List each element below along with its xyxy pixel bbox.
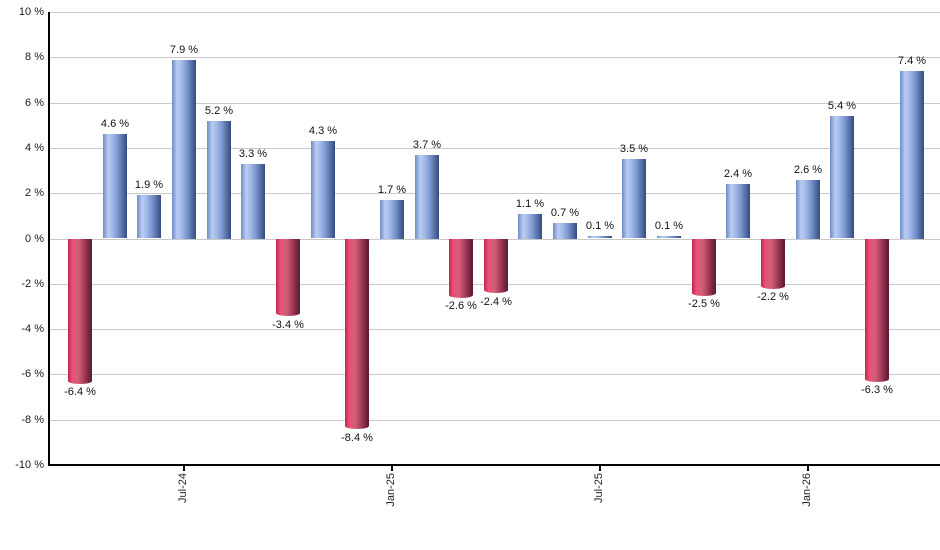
bar-value-label: 5.2 % — [204, 105, 234, 117]
bar-value-label: 3.7 % — [412, 139, 442, 151]
bar-value-label: 4.3 % — [308, 125, 338, 137]
gridline — [49, 420, 940, 421]
positive-bar — [207, 121, 231, 239]
y-axis-tick-label: 2 % — [25, 187, 44, 199]
bar-value-label: 7.4 % — [897, 55, 927, 67]
bar-value-label: 5.4 % — [827, 100, 857, 112]
negative-bar — [692, 239, 716, 296]
positive-bar — [830, 116, 854, 238]
bar-value-label: -2.4 % — [480, 296, 512, 308]
positive-bar — [137, 195, 161, 238]
positive-bar — [726, 184, 750, 238]
x-axis-tick — [183, 465, 185, 471]
y-axis-tick-label: -6 % — [21, 368, 44, 380]
bar-value-label: 1.1 % — [515, 198, 545, 210]
positive-bar — [415, 155, 439, 239]
negative-bar — [345, 239, 369, 429]
x-axis-tick-label: Jul-24 — [177, 473, 189, 503]
positive-bar — [622, 159, 646, 238]
y-axis-tick-label: 6 % — [25, 97, 44, 109]
positive-bar — [900, 71, 924, 239]
y-axis-tick-label: 0 % — [25, 233, 44, 245]
x-axis-tick — [599, 465, 601, 471]
bar-value-label: 0.1 % — [654, 220, 684, 232]
positive-bar — [311, 141, 335, 238]
positive-bar — [796, 180, 820, 239]
gridline — [49, 329, 940, 330]
positive-bar — [518, 214, 542, 239]
gridline — [49, 374, 940, 375]
bar-value-label: 2.4 % — [723, 168, 753, 180]
bar-value-label: -2.6 % — [445, 300, 477, 312]
bar-value-label: -6.4 % — [64, 386, 96, 398]
bar-value-label: -8.4 % — [341, 432, 373, 444]
bar-value-label: -2.2 % — [757, 291, 789, 303]
gridline — [49, 12, 940, 13]
y-axis — [48, 12, 50, 465]
gridline — [49, 193, 940, 194]
y-axis-tick-label: -4 % — [21, 323, 44, 335]
bar-value-label: 3.3 % — [238, 148, 268, 160]
gridline — [49, 148, 940, 149]
x-axis — [48, 464, 940, 466]
bar-value-label: 0.7 % — [550, 207, 580, 219]
negative-bar — [449, 239, 473, 298]
y-axis-tick-label: 8 % — [25, 51, 44, 63]
negative-bar — [484, 239, 508, 293]
y-axis-tick-label: -2 % — [21, 278, 44, 290]
negative-bar — [865, 239, 889, 382]
bar-value-label: 1.9 % — [134, 179, 164, 191]
bar-value-label: 2.6 % — [793, 164, 823, 176]
positive-bar — [241, 164, 265, 239]
bar-value-label: -3.4 % — [272, 319, 304, 331]
y-axis-tick-label: -10 % — [15, 459, 44, 471]
bar-value-label: 4.6 % — [100, 118, 130, 130]
positive-bar — [553, 223, 577, 239]
bar-value-label: -6.3 % — [861, 384, 893, 396]
positive-bar — [172, 60, 196, 239]
y-axis-tick-label: 4 % — [25, 142, 44, 154]
y-axis-tick-label: 10 % — [18, 6, 44, 18]
x-axis-tick-label: Jul-25 — [593, 473, 605, 503]
y-axis-tick-label: -8 % — [21, 414, 44, 426]
gridline — [49, 57, 940, 58]
x-axis-tick — [391, 465, 393, 471]
x-axis-tick-label: Jan-26 — [801, 473, 813, 507]
negative-bar — [276, 239, 300, 316]
negative-bar — [68, 239, 92, 384]
bar-value-label: 3.5 % — [619, 143, 649, 155]
positive-bar — [380, 200, 404, 239]
bar-value-label: 7.9 % — [169, 44, 199, 56]
bar-value-label: 0.1 % — [585, 220, 615, 232]
x-axis-tick — [807, 465, 809, 471]
negative-bar — [761, 239, 785, 289]
positive-bar — [588, 236, 612, 238]
gridline — [49, 103, 940, 104]
x-axis-tick-label: Jan-25 — [385, 473, 397, 507]
bar-value-label: 1.7 % — [377, 184, 407, 196]
bar-value-label: -2.5 % — [688, 298, 720, 310]
positive-bar — [657, 236, 681, 238]
positive-bar — [103, 134, 127, 238]
